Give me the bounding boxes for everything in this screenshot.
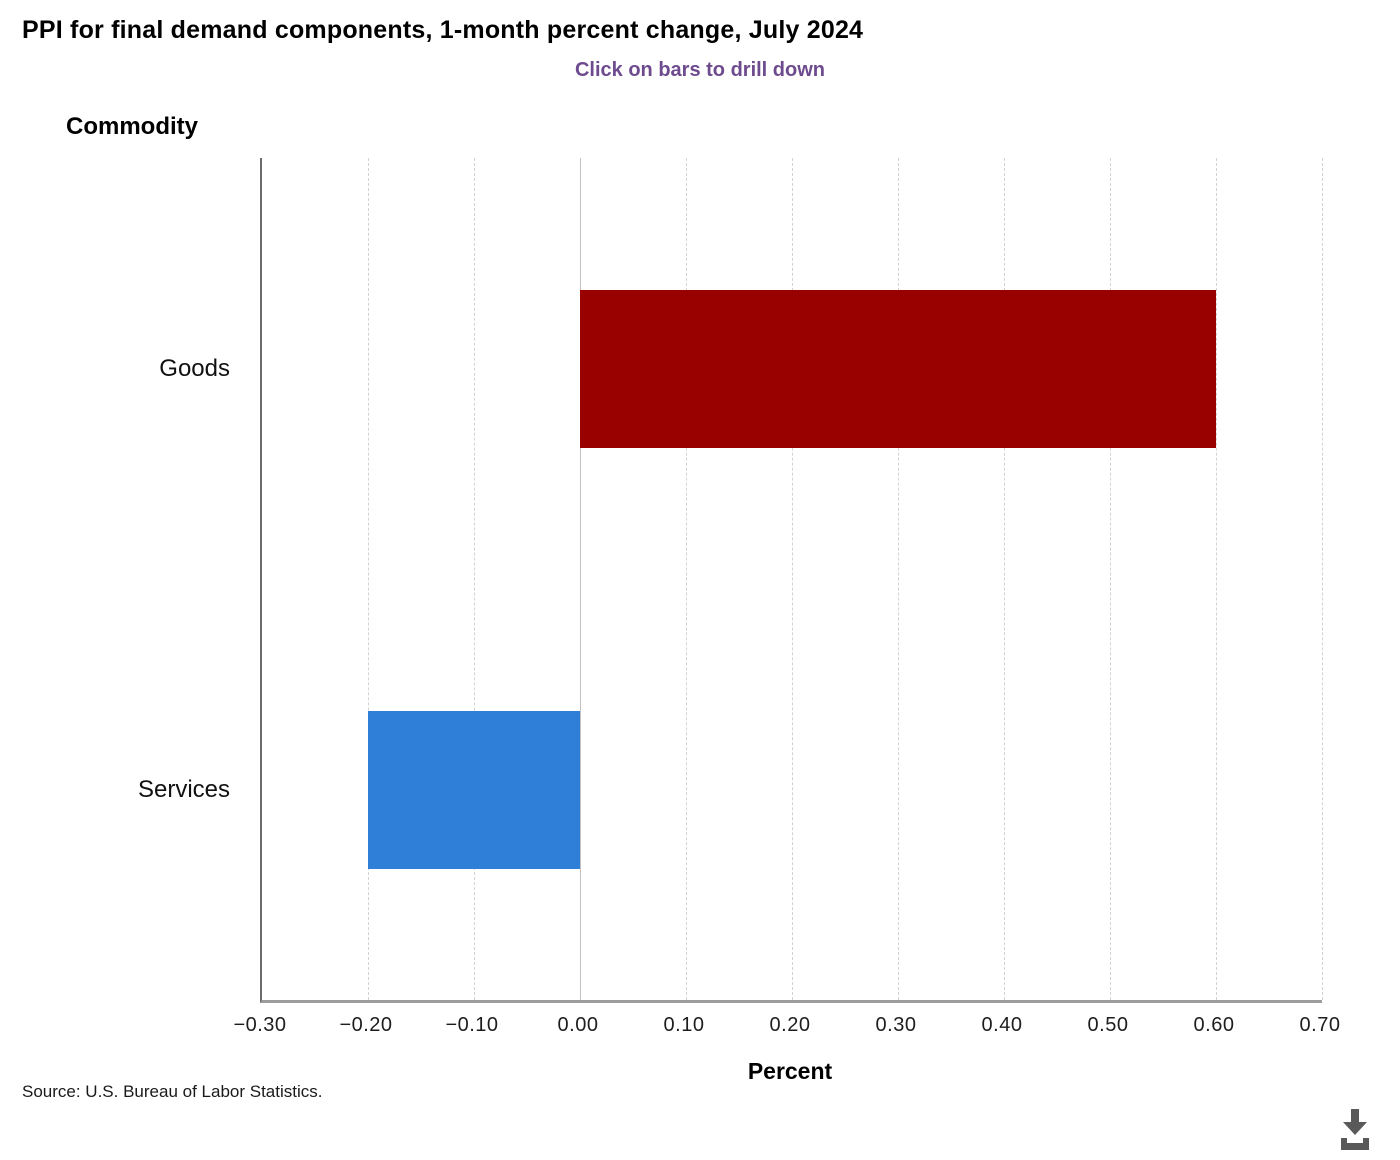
gridline [474, 158, 475, 1000]
zero-gridline [580, 158, 581, 1000]
download-icon [1341, 1108, 1369, 1150]
category-label-services: Services [137, 775, 230, 803]
x-tick-label: −0.20 [339, 1014, 393, 1036]
x-tick-label: −0.30 [233, 1014, 287, 1036]
gridline [898, 158, 899, 1000]
gridline [1216, 158, 1217, 1000]
chart-subtitle: Click on bars to drill down [574, 59, 826, 81]
gridline [1004, 158, 1005, 1000]
gridline [1322, 158, 1323, 1000]
gridline [1110, 158, 1111, 1000]
x-axis-title: Percent [747, 1058, 833, 1084]
plot-area [260, 158, 1323, 1003]
x-tick-label: −0.10 [445, 1014, 499, 1036]
bar-services[interactable] [368, 710, 580, 869]
x-tick-label: 0.20 [769, 1014, 811, 1036]
x-tick-label: 0.70 [1299, 1014, 1341, 1036]
bar-goods[interactable] [580, 289, 1216, 448]
gridline [368, 158, 369, 1000]
gridline [686, 158, 687, 1000]
y-axis-title: Commodity [66, 113, 198, 140]
chart-title: PPI for final demand components, 1-month… [22, 16, 864, 44]
x-tick-label: 0.40 [981, 1014, 1023, 1036]
download-button[interactable] [1330, 1104, 1380, 1156]
gridline [792, 158, 793, 1000]
x-axis-tick-labels: −0.30 −0.20 −0.10 0.00 0.10 0.20 0.30 0.40 0.50 0… [233, 1014, 1340, 1044]
source-note: Source: U.S. Bureau of Labor Statistics. [22, 1082, 323, 1101]
x-tick-label: 0.10 [663, 1014, 705, 1036]
x-tick-label: 0.60 [1193, 1014, 1235, 1036]
x-tick-label: 0.30 [875, 1014, 917, 1036]
x-tick-label: 0.50 [1087, 1014, 1129, 1036]
category-label-goods: Goods [159, 354, 230, 382]
x-tick-label: 0.00 [557, 1014, 599, 1036]
